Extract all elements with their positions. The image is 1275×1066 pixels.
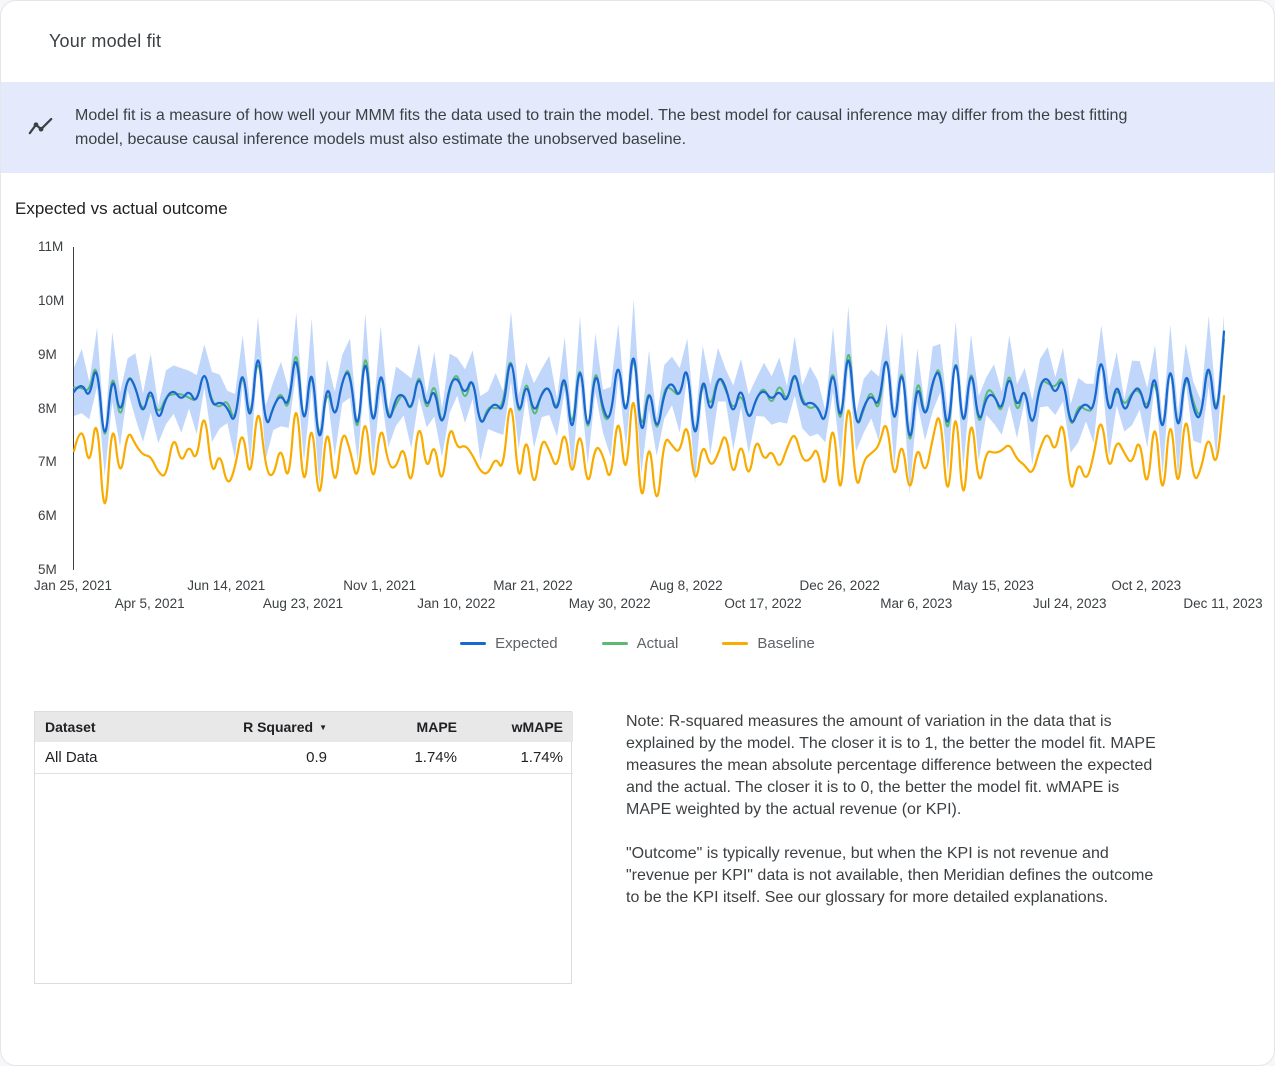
note-paragraph-1: Note: R-squared measures the amount of v… (626, 713, 1156, 818)
legend-swatch-baseline (722, 642, 749, 645)
chart-plot-area[interactable] (72, 247, 1226, 570)
column-header-dataset[interactable]: Dataset (35, 712, 205, 742)
column-header-wmape[interactable]: wMAPE (467, 712, 573, 742)
info-banner: Model fit is a measure of how well your … (1, 82, 1274, 173)
cell-dataset: All Data (35, 742, 205, 774)
x-axis-label: Jun 14, 2021 (187, 578, 266, 593)
table-header-row: Dataset R Squared ▼ MAPE wMAPE (35, 712, 573, 742)
legend-label: Actual (636, 635, 679, 652)
page-header: Your model fit (1, 1, 1274, 82)
x-axis-label: May 30, 2022 (568, 596, 651, 611)
x-axis-label: Dec 26, 2022 (799, 578, 880, 593)
legend-item-expected: Expected (460, 635, 558, 652)
x-axis-label: Aug 23, 2021 (262, 596, 344, 611)
column-header-dataset-label: Dataset (45, 719, 96, 735)
x-axis-label: Mar 6, 2023 (880, 596, 953, 611)
column-header-wmape-label: wMAPE (511, 719, 563, 735)
x-axis-label: Jan 25, 2021 (33, 578, 113, 593)
page-title: Your model fit (49, 31, 162, 51)
model-fit-table: Dataset R Squared ▼ MAPE wMAPE All Data 0… (34, 711, 573, 984)
trend-line-icon (26, 114, 54, 142)
baseline-line (72, 395, 1226, 505)
x-axis-label: May 15, 2023 (952, 578, 1034, 593)
column-header-mape[interactable]: MAPE (337, 712, 467, 742)
legend-label: Expected (495, 635, 558, 652)
chart-legend: Expected Actual Baseline (1, 635, 1274, 652)
legend-item-baseline: Baseline (722, 635, 815, 652)
x-axis-label: Jul 24, 2023 (1032, 596, 1107, 611)
banner-text: Model fit is a measure of how well your … (75, 106, 1128, 148)
bottom-section: Dataset R Squared ▼ MAPE wMAPE All Data 0… (1, 711, 1274, 984)
x-axis-label: Apr 5, 2021 (114, 596, 185, 611)
legend-swatch-expected (460, 642, 487, 645)
x-axis-label: Oct 17, 2022 (724, 596, 802, 611)
legend-item-actual: Actual (601, 635, 679, 652)
x-axis-label: Dec 11, 2023 (1183, 596, 1263, 611)
cell-wmape: 1.74% (467, 742, 573, 774)
cell-r-squared: 0.9 (205, 742, 337, 774)
sort-descending-icon[interactable]: ▼ (319, 723, 327, 732)
chart-canvas[interactable] (72, 247, 1226, 570)
x-axis-label: Jan 10, 2022 (417, 596, 496, 611)
cell-mape: 1.74% (337, 742, 467, 774)
legend-swatch-actual (601, 642, 628, 645)
x-axis-label: Aug 8, 2022 (649, 578, 723, 593)
y-axis-label: 11M (38, 239, 64, 254)
table-row: All Data 0.9 1.74% 1.74% (35, 742, 573, 774)
expected-vs-actual-chart: 5M 6M 7M 8M 9M 10M 11M Jan 25, 2021 Apr 5, 2021… (1, 239, 1274, 671)
note-paragraph-2: "Outcome" is typically revenue, but when… (626, 845, 1154, 906)
column-header-r-squared-label: R Squared (243, 719, 314, 735)
section-title: Expected vs actual outcome (15, 199, 228, 218)
y-axis-label: 6M (38, 508, 57, 524)
x-axis-label: Mar 21, 2022 (493, 578, 573, 593)
y-axis-label: 8M (38, 400, 57, 416)
y-axis-label: 10M (38, 292, 65, 308)
legend-label: Baseline (757, 635, 815, 652)
expected-line (72, 330, 1226, 437)
notes: Note: R-squared measures the amount of v… (626, 711, 1160, 931)
column-header-r-squared[interactable]: R Squared ▼ (205, 712, 337, 742)
y-axis-label: 5M (38, 562, 57, 577)
x-axis-label: Nov 1, 2021 (343, 578, 417, 593)
y-axis-label: 7M (38, 454, 57, 470)
x-axis-label: Oct 2, 2023 (1111, 578, 1182, 593)
column-header-mape-label: MAPE (416, 719, 457, 735)
main-content: Expected vs actual outcome 5M 6M 7M 8M 9M 10M… (1, 199, 1274, 984)
y-axis-label: 9M (38, 346, 57, 362)
